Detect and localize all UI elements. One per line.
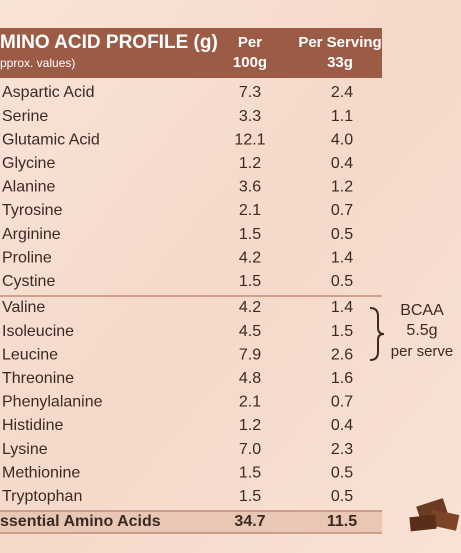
header-bar xyxy=(0,28,382,78)
amino-name: Leucine xyxy=(2,346,58,363)
per-100g: 4.5 xyxy=(239,323,261,340)
amino-name: Lysine xyxy=(2,441,48,458)
per-100g: 1.5 xyxy=(239,464,261,481)
amino-name: Serine xyxy=(2,108,48,125)
column-header: 100g xyxy=(233,54,267,71)
total-100g: 34.7 xyxy=(234,513,265,530)
amino-name: Aspartic Acid xyxy=(2,84,94,101)
per-100g: 2.1 xyxy=(239,394,261,411)
per-100g: 4.2 xyxy=(239,249,261,266)
per-100g: 3.6 xyxy=(239,179,261,196)
per-100g: 1.5 xyxy=(239,488,261,505)
per-100g: 1.2 xyxy=(239,417,261,434)
column-header: Per xyxy=(238,34,262,51)
brace xyxy=(369,307,385,361)
per-100g: 4.2 xyxy=(239,299,261,316)
amino-name: Isoleucine xyxy=(2,323,74,340)
per-serving: 1.5 xyxy=(331,323,353,340)
amino-name: Alanine xyxy=(2,179,55,196)
amino-name: Threonine xyxy=(2,370,74,387)
amino-name: Valine xyxy=(2,299,45,316)
per-serving: 4.0 xyxy=(331,131,353,148)
per-serving: 2.4 xyxy=(331,84,353,101)
per-100g: 7.0 xyxy=(239,441,261,458)
per-100g: 7.3 xyxy=(239,84,261,101)
amino-name: Proline xyxy=(2,249,52,266)
per-100g: 1.5 xyxy=(239,226,261,243)
per-serving: 1.4 xyxy=(331,249,353,266)
per-serving: 0.5 xyxy=(331,273,353,290)
amino-name: Arginine xyxy=(2,226,61,243)
per-serving: 0.4 xyxy=(331,417,353,434)
chocolate-icon xyxy=(409,498,460,532)
amino-name: Methionine xyxy=(2,464,80,481)
table-title: MINO ACID PROFILE (g) xyxy=(0,32,218,53)
bcaa-amount: 5.5g xyxy=(406,322,437,339)
per-serving: 1.2 xyxy=(331,179,353,196)
per-serving: 2.6 xyxy=(331,346,353,363)
column-header: Per Serving xyxy=(298,34,381,51)
table-subtitle: pprox. values) xyxy=(0,56,75,70)
per-serving: 1.6 xyxy=(331,370,353,387)
amino-name: Cystine xyxy=(2,273,55,290)
amino-name: Phenylalanine xyxy=(2,394,103,411)
per-100g: 3.3 xyxy=(239,108,261,125)
per-100g: 1.2 xyxy=(239,155,261,172)
per-serving: 1.4 xyxy=(331,299,353,316)
amino-name: Glycine xyxy=(2,155,55,172)
per-100g: 12.1 xyxy=(234,131,265,148)
amino-name: Glutamic Acid xyxy=(2,131,100,148)
per-serving: 1.1 xyxy=(331,108,353,125)
amino-name: Tryptophan xyxy=(2,488,82,505)
per-serving: 0.7 xyxy=(331,394,353,411)
per-100g: 4.8 xyxy=(239,370,261,387)
per-serving: 0.5 xyxy=(331,488,353,505)
per-100g: 1.5 xyxy=(239,273,261,290)
amino-name: Tyrosine xyxy=(2,202,63,219)
total-name: ssential Amino Acids xyxy=(0,513,161,530)
bcaa-unit: per serve xyxy=(391,343,454,360)
per-100g: 2.1 xyxy=(239,202,261,219)
per-100g: 7.9 xyxy=(239,346,261,363)
total-bar xyxy=(0,511,382,533)
per-serving: 0.5 xyxy=(331,226,353,243)
per-serving: 0.4 xyxy=(331,155,353,172)
per-serving: 2.3 xyxy=(331,441,353,458)
per-serving: 0.5 xyxy=(331,464,353,481)
bcaa-label: BCAA xyxy=(400,302,444,319)
amino-name: Histidine xyxy=(2,417,63,434)
column-header: 33g xyxy=(327,54,353,71)
total-serving: 11.5 xyxy=(327,513,357,530)
per-serving: 0.7 xyxy=(331,202,353,219)
